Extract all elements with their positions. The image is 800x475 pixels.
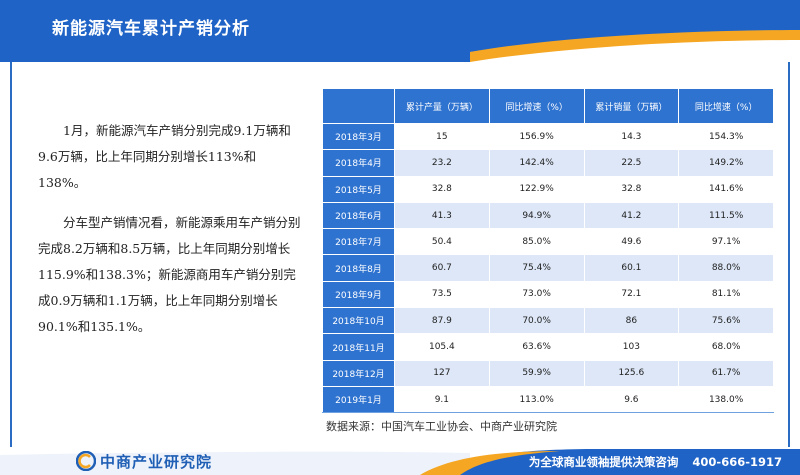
cumulative-sales-cell: 72.1 [583, 280, 680, 309]
row-month-label: 2018年11月 [322, 333, 395, 361]
table-body: 2018年3月 15 156.9% 14.3 154.3% 2018年4月 23.2 142.… [322, 122, 774, 414]
data-source-note: 数据来源：中国汽车工业协会、中商产业研究院 [326, 420, 557, 433]
frame-right-border [788, 62, 790, 447]
cumulative-production-cell: 32.8 [394, 175, 490, 203]
row-month-label: 2018年3月 [322, 122, 395, 151]
cumulative-sales-cell: 86 [583, 307, 680, 335]
slogan-text: 为全球商业领袖提供决策咨询 [528, 455, 679, 469]
logo-mark-icon [76, 451, 96, 471]
cumulative-production-cell: 60.7 [394, 254, 490, 282]
table-row: 2018年4月 23.2 142.4% 22.5 149.2% [322, 149, 774, 177]
cumulative-production-cell: 127 [394, 359, 490, 387]
cumulative-sales-cell: 22.5 [583, 149, 680, 177]
sales-growth-cell: 154.3% [678, 122, 774, 151]
row-month-label: 2018年5月 [322, 175, 395, 203]
production-growth-cell: 94.9% [488, 201, 585, 230]
cumulative-sales-cell: 103 [583, 333, 680, 361]
table-row: 2018年10月 87.9 70.0% 86 75.6% [322, 307, 774, 335]
row-month-label: 2018年6月 [322, 201, 395, 230]
column-header [322, 88, 395, 124]
analysis-paragraph: 1月，新能源汽车产销分别完成9.1万辆和9.6万辆，比上年同期分别增长113%和… [38, 123, 291, 190]
production-growth-cell: 70.0% [488, 307, 585, 335]
column-header: 同比增速（%） [678, 88, 774, 124]
production-growth-cell: 156.9% [488, 122, 585, 151]
cumulative-sales-cell: 125.6 [583, 359, 680, 387]
cumulative-sales-cell: 60.1 [583, 254, 680, 282]
logo-text: 中商产业研究院 [100, 452, 213, 471]
row-month-label: 2019年1月 [322, 385, 395, 414]
production-growth-cell: 59.9% [488, 359, 585, 387]
footer-slogan: 为全球商业领袖提供决策咨询 400-666-1917 [529, 454, 782, 470]
table-row: 2018年7月 50.4 85.0% 49.6 97.1% [322, 228, 774, 256]
footer-band [0, 447, 800, 475]
sales-growth-cell: 88.0% [678, 254, 774, 282]
cumulative-sales-cell: 49.6 [583, 228, 680, 256]
table-row: 2018年11月 105.4 63.6% 103 68.0% [322, 333, 774, 361]
cumulative-production-cell: 15 [394, 122, 490, 151]
production-growth-cell: 63.6% [488, 333, 585, 361]
analysis-text: 1月，新能源汽车产销分别完成9.1万辆和9.6万辆，比上年同期分别增长113%和… [38, 118, 302, 354]
production-growth-cell: 113.0% [488, 385, 585, 414]
cumulative-sales-cell: 9.6 [583, 385, 680, 414]
table-row: 2018年8月 60.7 75.4% 60.1 88.0% [322, 254, 774, 282]
company-logo: 中商产业研究院 [76, 450, 212, 472]
row-month-label: 2018年9月 [322, 280, 395, 309]
header-background [0, 0, 800, 62]
sales-growth-cell: 111.5% [678, 201, 774, 230]
table-row: 2019年1月 9.1 113.0% 9.6 138.0% [322, 385, 774, 414]
production-growth-cell: 142.4% [488, 149, 585, 177]
cumulative-production-cell: 23.2 [394, 149, 490, 177]
table-row: 2018年5月 32.8 122.9% 32.8 141.6% [322, 175, 774, 203]
cumulative-sales-cell: 14.3 [583, 122, 680, 151]
sales-growth-cell: 97.1% [678, 228, 774, 256]
table-header-row: 累计产量（万辆） 同比增速（%） 累计销量（万辆） 同比增速（%） [322, 88, 774, 124]
row-month-label: 2018年7月 [322, 228, 395, 256]
frame-left-border [10, 62, 12, 447]
sales-growth-cell: 138.0% [678, 385, 774, 414]
analysis-paragraph: 分车型产销情况看，新能源乘用车产销分别完成8.2万辆和8.5万辆，比上年同期分别… [38, 215, 301, 334]
table-row: 2018年6月 41.3 94.9% 41.2 111.5% [322, 201, 774, 230]
production-growth-cell: 73.0% [488, 280, 585, 309]
sales-growth-cell: 61.7% [678, 359, 774, 387]
page-title: 新能源汽车累计产销分析 [52, 19, 250, 39]
cumulative-production-cell: 87.9 [394, 307, 490, 335]
row-month-label: 2018年8月 [322, 254, 395, 282]
sales-growth-cell: 75.6% [678, 307, 774, 335]
cumulative-production-cell: 50.4 [394, 228, 490, 256]
column-header: 累计销量（万辆） [583, 88, 680, 124]
table-row: 2018年3月 15 156.9% 14.3 154.3% [322, 122, 774, 151]
phone-number: 400-666-1917 [692, 455, 782, 469]
cumulative-production-cell: 41.3 [394, 201, 490, 230]
cumulative-production-cell: 9.1 [394, 385, 490, 414]
cumulative-production-cell: 73.5 [394, 280, 490, 309]
sales-growth-cell: 81.1% [678, 280, 774, 309]
production-growth-cell: 75.4% [488, 254, 585, 282]
production-growth-cell: 122.9% [488, 175, 585, 203]
cumulative-production-cell: 105.4 [394, 333, 490, 361]
production-growth-cell: 85.0% [488, 228, 585, 256]
source-divider [322, 412, 774, 413]
cumulative-sales-cell: 32.8 [583, 175, 680, 203]
sales-growth-cell: 141.6% [678, 175, 774, 203]
table-row: 2018年12月 127 59.9% 125.6 61.7% [322, 359, 774, 387]
sales-growth-cell: 68.0% [678, 333, 774, 361]
header-band: 新能源汽车累计产销分析 [0, 0, 800, 62]
column-header: 同比增速（%） [488, 88, 585, 124]
table-row: 2018年9月 73.5 73.0% 72.1 81.1% [322, 280, 774, 309]
sales-growth-cell: 149.2% [678, 149, 774, 177]
row-month-label: 2018年10月 [322, 307, 395, 335]
production-sales-table: 累计产量（万辆） 同比增速（%） 累计销量（万辆） 同比增速（%） 2018年3… [322, 88, 774, 414]
column-header: 累计产量（万辆） [394, 88, 490, 124]
row-month-label: 2018年12月 [322, 359, 395, 387]
cumulative-sales-cell: 41.2 [583, 201, 680, 230]
row-month-label: 2018年4月 [322, 149, 395, 177]
footer-background [0, 449, 800, 475]
